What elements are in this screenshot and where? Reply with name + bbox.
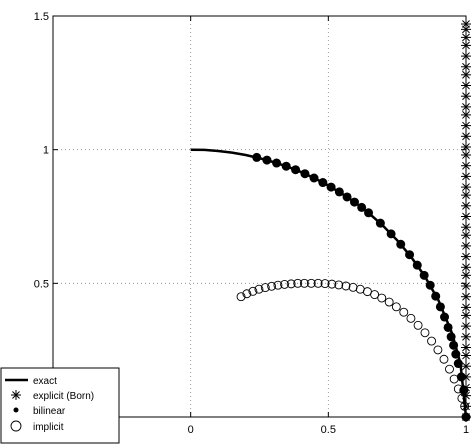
series-implicit-point [413, 320, 423, 330]
x-tick-label: 0 [188, 424, 194, 436]
series-implicit-point [260, 283, 270, 293]
series-implicit-point [236, 292, 246, 302]
series-bilinear-point [435, 302, 445, 312]
plot-area [53, 16, 466, 417]
series-implicit-point [348, 282, 358, 292]
series-bilinear-point [349, 197, 359, 207]
series-bilinear-point [451, 349, 461, 359]
series-implicit-point [267, 281, 277, 291]
series-bilinear-point [443, 322, 453, 332]
legend-label-explicit-born: explicit (Born) [33, 391, 94, 402]
series-bilinear-point [446, 332, 456, 342]
series-bilinear-point [364, 208, 374, 218]
series-implicit-point [460, 401, 470, 411]
y-tick-label: 1 [43, 145, 49, 157]
legend-swatch-bilinear [13, 407, 19, 413]
series-bilinear-point [412, 260, 422, 270]
series-bilinear-point [440, 312, 450, 322]
series-implicit-point [254, 284, 264, 294]
series-bilinear-point [262, 155, 272, 165]
series-implicit-point [242, 289, 252, 299]
legend: exact explicit (Born) bilinear implicit [0, 367, 120, 444]
series-bilinear-point [291, 165, 301, 175]
series-implicit-point [399, 307, 409, 317]
series-implicit-point [313, 278, 323, 288]
series-bilinear-point [386, 229, 396, 239]
series-bilinear-point [326, 182, 336, 192]
series-bilinear-point [425, 280, 435, 290]
series-implicit-point [334, 280, 344, 290]
series-implicit-point [293, 278, 303, 288]
series-implicit-point [391, 302, 401, 312]
series-implicit-point [433, 345, 443, 355]
asterisk-stroke [12, 391, 20, 399]
series-implicit-point [280, 279, 290, 289]
series-bilinear-point [272, 158, 282, 168]
series-bilinear-point [357, 202, 367, 212]
grid [53, 16, 466, 417]
series-bilinear-point [459, 385, 469, 395]
series-bilinear-point [342, 192, 352, 202]
series-implicit-point [420, 328, 430, 338]
series-bilinear-point [334, 187, 344, 197]
series-bilinear-point [449, 340, 459, 350]
x-tick-label: 1 [463, 424, 469, 436]
x-tick-label: 0.5 [321, 424, 336, 436]
series-implicit-point [341, 281, 351, 291]
series-bilinear-point [252, 152, 262, 162]
series-implicit-point [453, 384, 463, 394]
series-implicit-point [273, 280, 283, 290]
legend-label-implicit: implicit [33, 422, 64, 433]
legend-swatch-implicit [10, 420, 22, 432]
series-implicit-point [286, 279, 296, 289]
series-implicit-point [384, 297, 394, 307]
legend-label-exact: exact [33, 376, 57, 387]
series-implicit-point [439, 354, 449, 364]
series-bilinear-point [318, 178, 328, 188]
series-implicit-point [406, 313, 416, 323]
series-bilinear-point [453, 359, 463, 369]
series-bilinear-point [419, 270, 429, 280]
series-bilinear-point [405, 250, 415, 260]
legend-swatch-explicit-born [11, 390, 21, 400]
series-bilinear-point [396, 239, 406, 249]
series-implicit-point [427, 336, 437, 346]
series-implicit-point [377, 293, 387, 303]
series-implicit-point [445, 364, 454, 374]
series-implicit-point [370, 290, 380, 300]
legend-label-bilinear: bilinear [33, 406, 66, 417]
series-bilinear-point [309, 173, 319, 183]
series-implicit-point [449, 374, 459, 384]
series-bilinear-point [375, 218, 385, 228]
series-implicit-point [299, 278, 309, 288]
plot-frame [52, 15, 467, 418]
series-bilinear-point [431, 291, 441, 301]
series-implicit-point [327, 279, 337, 289]
series-implicit-point [306, 278, 316, 288]
series-bilinear-point [281, 161, 291, 171]
series-bilinear-point [456, 372, 466, 382]
y-tick-label: 1.5 [34, 11, 49, 23]
y-tick-label: 0.5 [34, 278, 49, 290]
series-implicit-point [248, 286, 258, 296]
series-implicit-point [320, 279, 330, 289]
series-bilinear-point [300, 169, 310, 179]
